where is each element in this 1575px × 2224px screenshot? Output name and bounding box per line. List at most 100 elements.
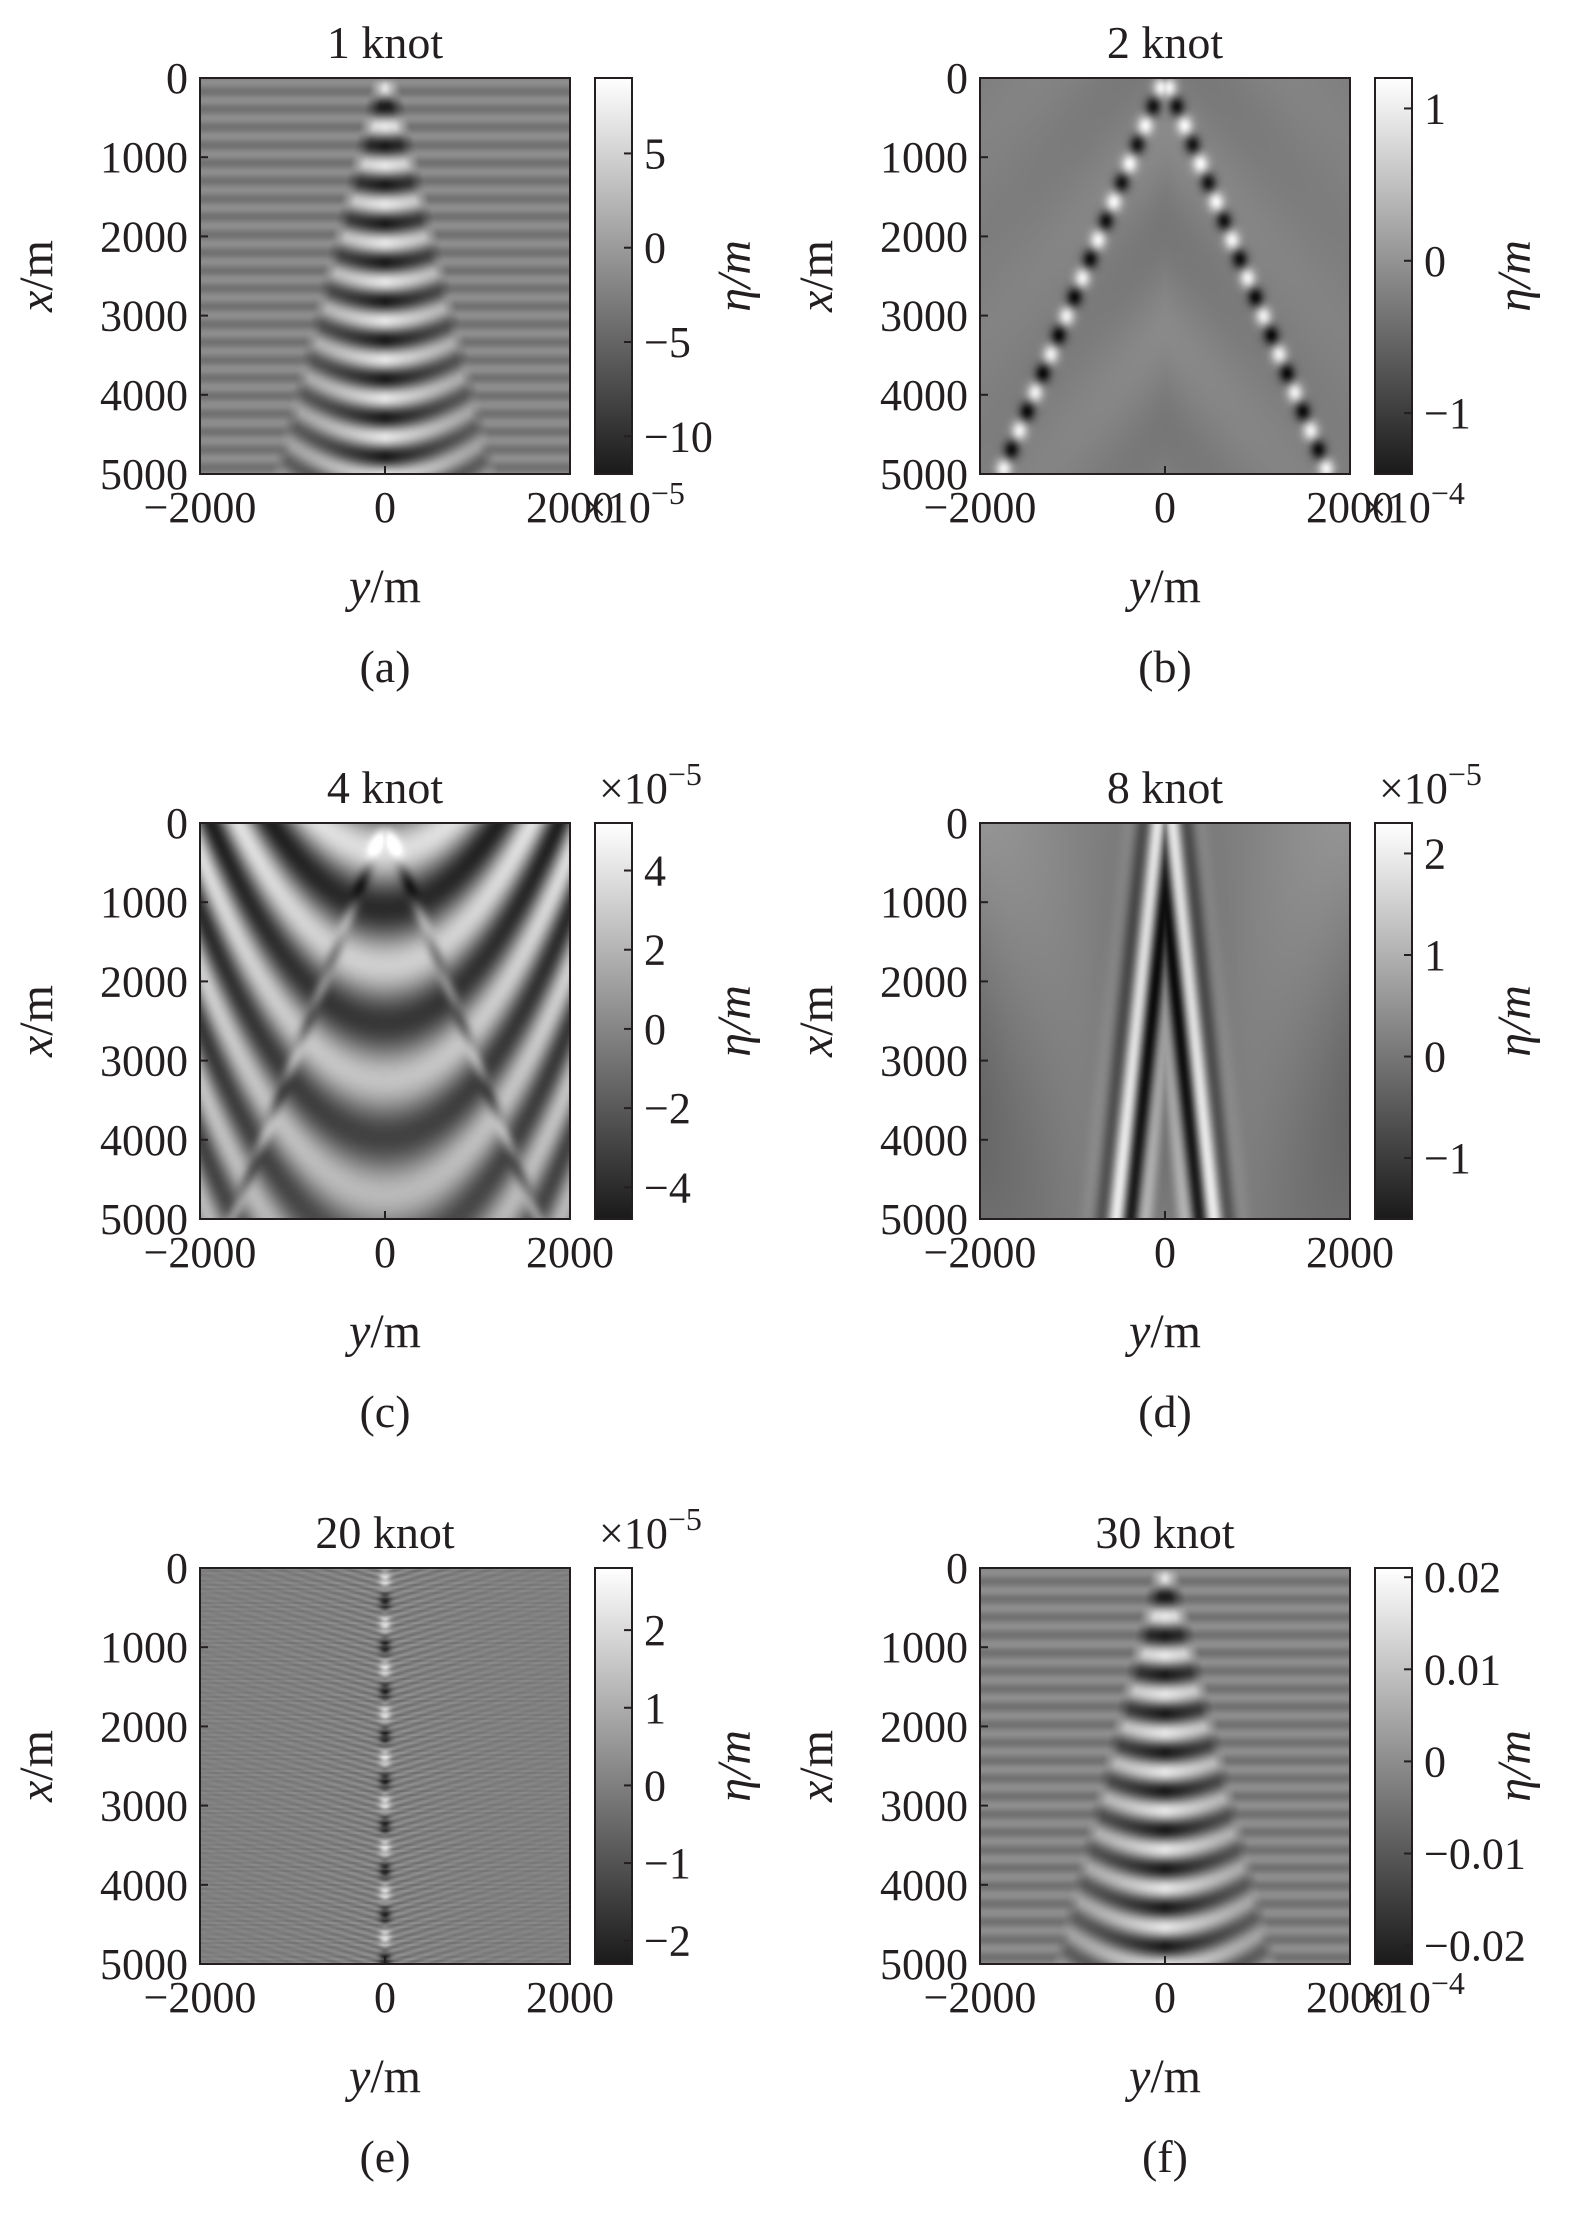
colorbar: [594, 1567, 633, 1965]
colorbar-tick-label: 0: [1424, 1737, 1446, 1786]
panel-caption: (c): [359, 1386, 410, 1437]
y-tick-label: 1000: [100, 133, 188, 182]
y-tick-label: 5000: [880, 450, 968, 499]
y-axis-label: x/m: [10, 985, 63, 1058]
x-axis-label: y/m: [1124, 560, 1201, 613]
y-tick-label: 4000: [880, 371, 968, 420]
x-tick-label: −2000: [924, 1228, 1037, 1277]
x-axis-label: y/m: [1124, 1305, 1201, 1358]
colorbar-tick-label: −2: [644, 1917, 691, 1966]
y-tick-label: 0: [946, 1544, 968, 1593]
x-axis-variable: y: [344, 560, 371, 613]
colorbar-exponent-base: ×10: [1362, 1973, 1431, 2022]
x-tick-label: 2000: [1306, 483, 1394, 532]
panel-a: 1 knot 0 1000 2000 3000 4000 5000−2000 0 2000 y/m…: [10, 17, 761, 692]
colorbar-tick-label: 2: [1424, 829, 1446, 878]
colorbar-tick-label: 0: [644, 224, 666, 273]
y-tick-label: 3000: [100, 1782, 188, 1831]
colorbar-tick-label: 5: [644, 129, 666, 178]
colorbar-tick-label: −0.02: [1424, 1922, 1526, 1971]
x-tick-label: −2000: [144, 483, 257, 532]
colorbar-exponent: ×10−4: [1362, 475, 1465, 532]
y-tick-label: 2000: [880, 1702, 968, 1751]
x-tick-label: −2000: [924, 483, 1037, 532]
x-tick-label: 2000: [526, 1973, 614, 2022]
y-tick-label: 2000: [880, 212, 968, 261]
panel-b: 2 knot 0 1000 2000 3000 4000 5000−2000 0 2000 y/m…: [790, 17, 1541, 692]
colorbar: [1374, 77, 1413, 475]
x-tick-label: 0: [1154, 483, 1176, 532]
x-axis-variable: y: [1124, 560, 1151, 613]
x-tick-label: −2000: [144, 1228, 257, 1277]
y-axis-unit: /m: [10, 1730, 63, 1781]
y-tick-label: 1000: [880, 133, 968, 182]
x-axis-variable: y: [1124, 1305, 1151, 1358]
colorbar: [1374, 822, 1413, 1220]
heatmap-image: [200, 78, 570, 474]
y-tick-label: 3000: [880, 292, 968, 341]
x-axis-unit: /m: [1150, 2050, 1201, 2103]
y-tick-label: 2000: [100, 957, 188, 1006]
colorbar-exponent-power: −5: [668, 1501, 702, 1537]
y-tick-label: 3000: [100, 292, 188, 341]
colorbar-tick-label: −0.01: [1424, 1829, 1526, 1878]
panel-c: 4 knot 0 1000 2000 3000 4000 5000−2000 0 2000 y/m…: [10, 756, 761, 1437]
colorbar-tick-label: −1: [1424, 1134, 1471, 1183]
y-tick-label: 4000: [100, 1116, 188, 1165]
y-tick-label: 5000: [880, 1940, 968, 1989]
y-tick-label: 5000: [100, 1195, 188, 1244]
panel-title: 4 knot: [327, 762, 444, 813]
heatmap-image: [200, 1568, 570, 1964]
colorbar-exponent-power: −5: [651, 475, 685, 511]
y-axis-label: x/m: [790, 1730, 843, 1803]
x-tick-label: 0: [374, 483, 396, 532]
x-axis-unit: /m: [370, 1305, 421, 1358]
x-axis-unit: /m: [1150, 560, 1201, 613]
panel-title: 8 knot: [1107, 762, 1224, 813]
x-tick-label: 2000: [526, 483, 614, 532]
colorbar-exponent: ×10−5: [599, 1501, 702, 1558]
y-tick-label: 2000: [880, 957, 968, 1006]
x-tick-label: 0: [374, 1973, 396, 2022]
x-tick-label: 0: [1154, 1228, 1176, 1277]
colorbar-exponent-power: −5: [1448, 756, 1482, 792]
colorbar-tick-label: −10: [644, 412, 713, 461]
x-tick-label: 0: [1154, 1973, 1176, 2022]
colorbar-exponent-power: −4: [1431, 1965, 1465, 2001]
panel-caption: (a): [359, 641, 410, 692]
x-tick-label: −2000: [144, 1973, 257, 2022]
x-axis-unit: /m: [370, 560, 421, 613]
y-tick-label: 4000: [100, 371, 188, 420]
y-tick-label: 3000: [880, 1782, 968, 1831]
colorbar-label: η/m: [1488, 985, 1541, 1057]
heatmap-image: [980, 78, 1350, 474]
y-tick-label: 2000: [100, 1702, 188, 1751]
y-axis-label: x/m: [790, 985, 843, 1058]
colorbar-tick-label: 1: [644, 1684, 666, 1733]
panel-caption: (b): [1138, 641, 1192, 692]
y-axis-unit: /m: [790, 985, 843, 1036]
colorbar-tick-label: −2: [644, 1084, 691, 1133]
x-tick-label: 2000: [1306, 1973, 1394, 2022]
colorbar: [1374, 1567, 1413, 1965]
y-tick-label: 1000: [880, 1623, 968, 1672]
y-axis-label: x/m: [10, 240, 63, 313]
y-tick-label: 3000: [100, 1037, 188, 1086]
colorbar-exponent-base: ×10: [1362, 483, 1431, 532]
y-axis-unit: /m: [10, 240, 63, 291]
colorbar-tick-label: 1: [1424, 84, 1446, 133]
colorbar-exponent: ×10−5: [599, 756, 702, 813]
x-tick-label: 0: [374, 1228, 396, 1277]
y-axis-variable: x: [10, 1036, 63, 1058]
panel-caption: (f): [1142, 2131, 1188, 2182]
y-tick-label: 1000: [100, 1623, 188, 1672]
heatmap-image: [980, 1568, 1350, 1964]
colorbar: [594, 822, 633, 1220]
y-axis-label: x/m: [790, 240, 843, 313]
x-axis-unit: /m: [370, 2050, 421, 2103]
y-axis-variable: x: [790, 291, 843, 313]
y-axis-variable: x: [10, 1781, 63, 1803]
y-tick-label: 4000: [880, 1861, 968, 1910]
